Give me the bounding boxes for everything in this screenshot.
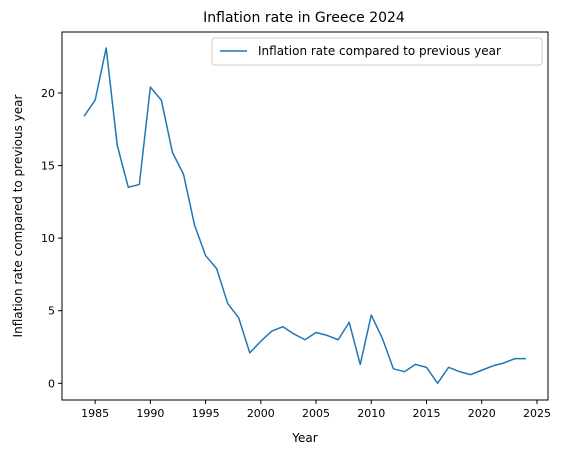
legend: Inflation rate compared to previous year bbox=[211, 37, 543, 66]
x-axis-ticks: 1985 1990 1995 2000 2005 2010 2015 2020 2025 bbox=[81, 400, 551, 420]
legend-box bbox=[211, 37, 543, 66]
y-tick-label: 10 bbox=[41, 232, 55, 245]
x-tick-label: 2025 bbox=[523, 407, 551, 420]
x-tick-label: 1990 bbox=[136, 407, 164, 420]
y-axis-ticks: 0 5 10 15 20 bbox=[41, 87, 62, 390]
x-tick-label: 2000 bbox=[247, 407, 275, 420]
series-lines bbox=[83, 47, 526, 385]
y-axis-label: Inflation rate compared to previous year bbox=[11, 94, 25, 337]
x-tick-label: 2020 bbox=[468, 407, 496, 420]
plot-frame bbox=[61, 31, 549, 401]
x-tick-label: 1985 bbox=[81, 407, 109, 420]
y-tick-label: 20 bbox=[41, 87, 55, 100]
y-tick-label: 15 bbox=[41, 160, 55, 173]
y-tick-label: 5 bbox=[48, 305, 55, 318]
series-line-0 bbox=[83, 47, 526, 385]
legend-label-series-0: Inflation rate compared to previous year bbox=[258, 44, 501, 58]
x-tick-label: 2010 bbox=[357, 407, 385, 420]
x-tick-label: 2015 bbox=[413, 407, 441, 420]
plot-area: 1985 1990 1995 2000 2005 2010 2015 2020 2025 051… bbox=[41, 31, 551, 420]
x-tick-label: 2005 bbox=[302, 407, 330, 420]
chart-title: Inflation rate in Greece 2024 bbox=[203, 10, 405, 26]
x-tick-label: 1995 bbox=[192, 407, 220, 420]
x-axis-label: Year bbox=[291, 431, 317, 445]
y-tick-label: 0 bbox=[48, 377, 55, 390]
